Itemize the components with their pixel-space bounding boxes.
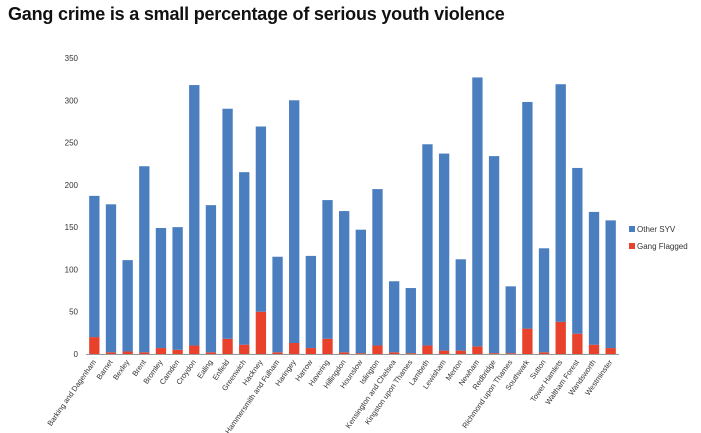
bar-gang-flagged <box>438 350 450 354</box>
bar-gang-flagged <box>422 345 433 354</box>
bar-gang-flagged <box>322 338 333 354</box>
bar-other-syv <box>172 227 183 350</box>
bar-gang-flagged <box>89 337 100 354</box>
x-axis-labels: Barking and DagenhamBarnetBexleyBrentBro… <box>45 357 614 433</box>
bar-other-syv <box>222 108 233 339</box>
bar-other-syv <box>588 211 600 345</box>
bar-other-syv <box>572 167 583 334</box>
bar-gang-flagged <box>339 352 350 354</box>
bar-other-syv <box>522 101 533 329</box>
bar-other-syv <box>355 229 366 354</box>
bar-other-syv <box>388 281 400 353</box>
bar-other-syv <box>322 200 333 339</box>
bar-gang-flagged <box>605 348 616 354</box>
bar-other-syv <box>422 144 433 346</box>
bar-gang-flagged <box>555 321 566 354</box>
bar-other-syv <box>505 286 516 354</box>
bars <box>89 77 616 354</box>
bar-gang-flagged <box>205 352 217 354</box>
bar-other-syv <box>205 205 217 353</box>
y-tick-label: 250 <box>65 139 79 148</box>
x-tick-label: Barking and Dagenham <box>45 358 98 428</box>
legend-swatch <box>629 226 635 232</box>
bar-other-syv <box>89 195 100 338</box>
bar-gang-flagged <box>189 345 200 354</box>
bar-gang-flagged <box>405 353 416 354</box>
bar-gang-flagged <box>305 348 317 354</box>
bar-gang-flagged <box>222 338 233 354</box>
bar-other-syv <box>555 84 566 322</box>
y-tick-label: 50 <box>69 308 78 317</box>
bar-other-syv <box>305 255 317 349</box>
bar-other-syv <box>538 248 550 353</box>
x-tick-label: Bexley <box>111 358 131 382</box>
bar-gang-flagged <box>355 353 366 354</box>
bar-other-syv <box>405 288 416 354</box>
bar-gang-flagged <box>455 350 466 354</box>
y-tick-label: 300 <box>65 96 79 105</box>
bar-other-syv <box>488 156 500 354</box>
bar-gang-flagged <box>255 311 267 354</box>
bar-other-syv <box>105 204 117 353</box>
bar-other-syv <box>139 166 150 353</box>
legend: Other SYV Gang Flagged <box>629 225 688 251</box>
y-tick-label: 350 <box>65 54 79 63</box>
bar-gang-flagged <box>505 353 516 354</box>
legend-swatch <box>629 243 635 249</box>
bar-gang-flagged <box>172 349 183 354</box>
bar-gang-flagged <box>572 333 583 354</box>
bar-other-syv <box>189 85 200 346</box>
bar-gang-flagged <box>538 352 550 354</box>
y-tick-label: 150 <box>65 223 79 232</box>
axes: 0 50 100 150 200 250 300 350 <box>65 54 619 359</box>
bar-other-syv <box>438 153 450 351</box>
bar-gang-flagged <box>388 352 400 354</box>
bar-gang-flagged <box>289 343 300 354</box>
legend-label: Gang Flagged <box>637 242 688 251</box>
bar-other-syv <box>339 211 350 353</box>
bar-gang-flagged <box>239 344 250 354</box>
bar-other-syv <box>272 256 283 353</box>
y-tick-label: 0 <box>74 350 79 359</box>
bar-other-syv <box>122 260 133 352</box>
y-tick-label: 100 <box>65 265 79 274</box>
bar-gang-flagged <box>139 352 150 354</box>
bar-gang-flagged <box>522 328 533 354</box>
legend-label: Other SYV <box>637 225 676 234</box>
bar-other-syv <box>372 189 383 346</box>
chart-title: Gang crime is a small percentage of seri… <box>8 4 505 24</box>
bar-other-syv <box>155 227 167 349</box>
bar-gang-flagged <box>472 346 483 354</box>
bar-other-syv <box>605 220 616 349</box>
bar-gang-flagged <box>122 351 133 354</box>
bar-other-syv <box>455 259 466 351</box>
bar-gang-flagged <box>155 348 167 354</box>
bar-other-syv <box>472 77 483 347</box>
bar-gang-flagged <box>588 344 600 354</box>
bar-gang-flagged <box>105 352 117 354</box>
bar-gang-flagged <box>272 352 283 354</box>
bar-gang-flagged <box>372 345 383 354</box>
bar-other-syv <box>255 126 267 312</box>
y-tick-label: 200 <box>65 181 79 190</box>
bar-gang-flagged <box>488 353 500 354</box>
bar-other-syv <box>289 100 300 344</box>
bar-other-syv <box>239 172 250 345</box>
